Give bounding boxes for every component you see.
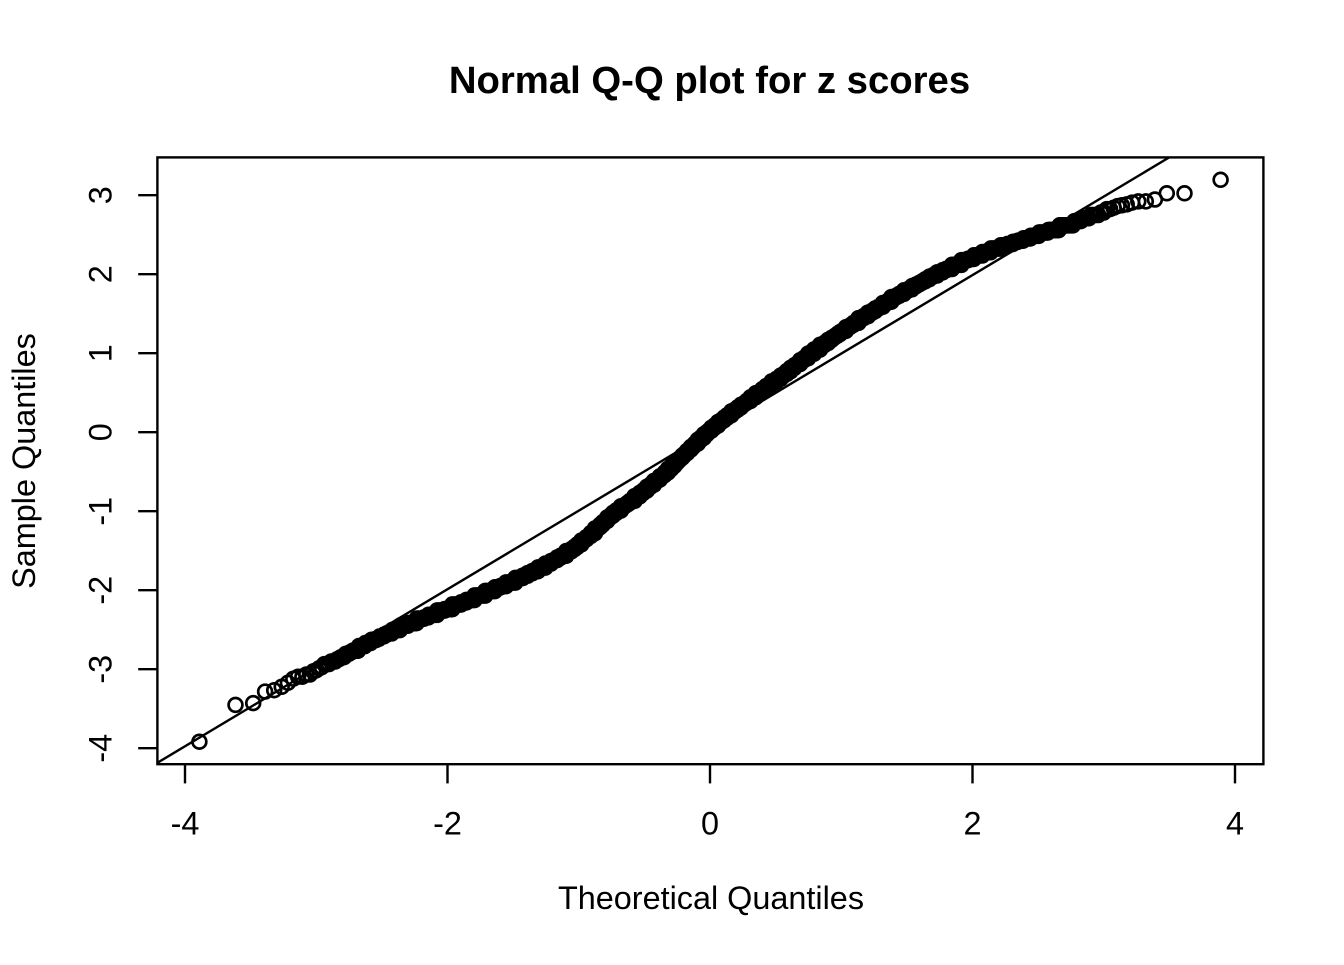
svg-text:-4: -4	[171, 806, 200, 842]
svg-text:-3: -3	[82, 655, 118, 684]
svg-text:Normal Q-Q plot for z scores: Normal Q-Q plot for z scores	[449, 59, 970, 102]
svg-text:Theoretical Quantiles: Theoretical Quantiles	[558, 880, 864, 916]
svg-text:4: 4	[1226, 806, 1244, 842]
svg-text:3: 3	[82, 186, 118, 204]
svg-text:2: 2	[963, 806, 981, 842]
svg-text:-2: -2	[82, 576, 118, 605]
svg-text:0: 0	[82, 423, 118, 441]
svg-text:0: 0	[701, 806, 719, 842]
svg-text:Sample Quantiles: Sample Quantiles	[6, 333, 42, 589]
svg-text:-2: -2	[433, 806, 462, 842]
svg-text:-1: -1	[82, 497, 118, 526]
svg-text:1: 1	[82, 344, 118, 362]
svg-text:2: 2	[82, 265, 118, 283]
svg-text:-4: -4	[82, 734, 118, 763]
